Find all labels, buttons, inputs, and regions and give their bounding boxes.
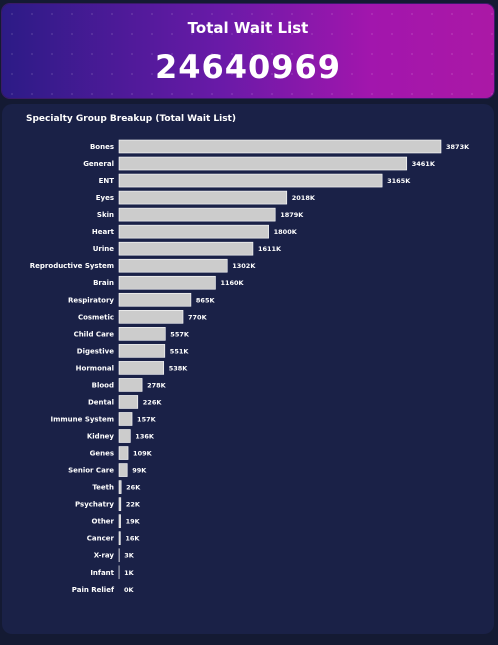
- value-label: 1302K: [232, 262, 256, 270]
- value-label: 1K: [124, 569, 135, 577]
- value-label: 3873K: [446, 143, 470, 151]
- category-label: Teeth: [92, 484, 114, 492]
- value-label: 551K: [170, 347, 190, 355]
- bar[interactable]: [118, 207, 276, 222]
- category-label: Genes: [90, 450, 114, 458]
- category-label: Blood: [92, 381, 114, 389]
- value-label: 2018K: [292, 194, 316, 202]
- value-label: 1611K: [258, 245, 282, 253]
- bar[interactable]: [118, 531, 121, 545]
- value-label: 3K: [124, 552, 135, 560]
- value-label: 109K: [133, 450, 153, 458]
- value-label: 26K: [126, 484, 141, 492]
- category-label: Pain Relief: [72, 586, 115, 594]
- bar[interactable]: [118, 173, 383, 188]
- value-label: 226K: [143, 398, 163, 406]
- category-label: Respiratory: [68, 296, 114, 304]
- bar[interactable]: [118, 292, 192, 307]
- bar[interactable]: [118, 224, 269, 239]
- bar[interactable]: [118, 309, 184, 324]
- bar[interactable]: [118, 344, 166, 358]
- category-label: Cancer: [87, 535, 115, 543]
- chart-title: Specialty Group Breakup (Total Wait List…: [26, 114, 236, 124]
- bar[interactable]: [118, 514, 121, 528]
- value-label: 557K: [170, 330, 190, 338]
- category-label: Infant: [90, 569, 114, 577]
- value-label: 3165K: [387, 177, 411, 185]
- category-label: Cosmetic: [78, 313, 114, 321]
- bar[interactable]: [118, 275, 216, 290]
- value-label: 865K: [196, 296, 216, 304]
- bar[interactable]: [118, 497, 122, 511]
- bar[interactable]: [118, 412, 133, 426]
- category-label: Immune System: [50, 415, 114, 423]
- category-label: Skin: [97, 211, 114, 219]
- category-label: Child Care: [74, 330, 115, 338]
- bar[interactable]: [118, 395, 139, 409]
- bar[interactable]: [118, 463, 128, 477]
- value-label: 1160K: [220, 279, 244, 287]
- bar[interactable]: [118, 327, 166, 341]
- category-label: Digestive: [77, 347, 114, 355]
- value-label: 0K: [124, 586, 135, 594]
- category-label: General: [83, 160, 114, 168]
- kpi-value: 24640969: [154, 48, 342, 86]
- value-label: 3461K: [412, 160, 436, 168]
- category-label: Heart: [92, 228, 115, 236]
- category-label: Kidney: [87, 433, 115, 441]
- bar[interactable]: [118, 378, 143, 392]
- category-label: Brain: [93, 279, 114, 287]
- value-label: 1879K: [280, 211, 304, 219]
- bar[interactable]: [118, 480, 122, 494]
- category-label: Urine: [93, 245, 115, 253]
- category-label: Other: [92, 518, 115, 526]
- bar[interactable]: [118, 361, 165, 375]
- bar[interactable]: [118, 139, 442, 154]
- bar[interactable]: [118, 258, 228, 273]
- total-wait-list-card: Total Wait List 24640969: [2, 4, 494, 98]
- value-label: 157K: [137, 415, 157, 423]
- category-label: Psychatry: [75, 501, 114, 509]
- value-label: 770K: [188, 313, 208, 321]
- bar[interactable]: [118, 156, 408, 171]
- kpi-title: Total Wait List: [187, 19, 309, 37]
- value-label: 16K: [125, 535, 140, 543]
- bar[interactable]: [118, 241, 254, 256]
- bar[interactable]: [118, 446, 129, 460]
- value-label: 278K: [147, 381, 167, 389]
- category-label: Senior Care: [68, 467, 114, 475]
- category-label: ENT: [99, 177, 115, 185]
- bar[interactable]: [118, 429, 131, 443]
- value-label: 136K: [135, 433, 155, 441]
- category-label: Reproductive System: [30, 262, 114, 270]
- bar[interactable]: [118, 190, 288, 205]
- category-label: Hormonal: [76, 364, 114, 372]
- value-label: 99K: [132, 467, 147, 475]
- category-label: Eyes: [96, 194, 114, 202]
- value-label: 1800K: [274, 228, 298, 236]
- category-label: Bones: [90, 143, 114, 151]
- category-label: X-ray: [94, 552, 115, 560]
- value-label: 22K: [126, 501, 141, 509]
- value-label: 19K: [126, 518, 141, 526]
- category-label: Dental: [88, 398, 114, 406]
- value-label: 538K: [169, 364, 189, 372]
